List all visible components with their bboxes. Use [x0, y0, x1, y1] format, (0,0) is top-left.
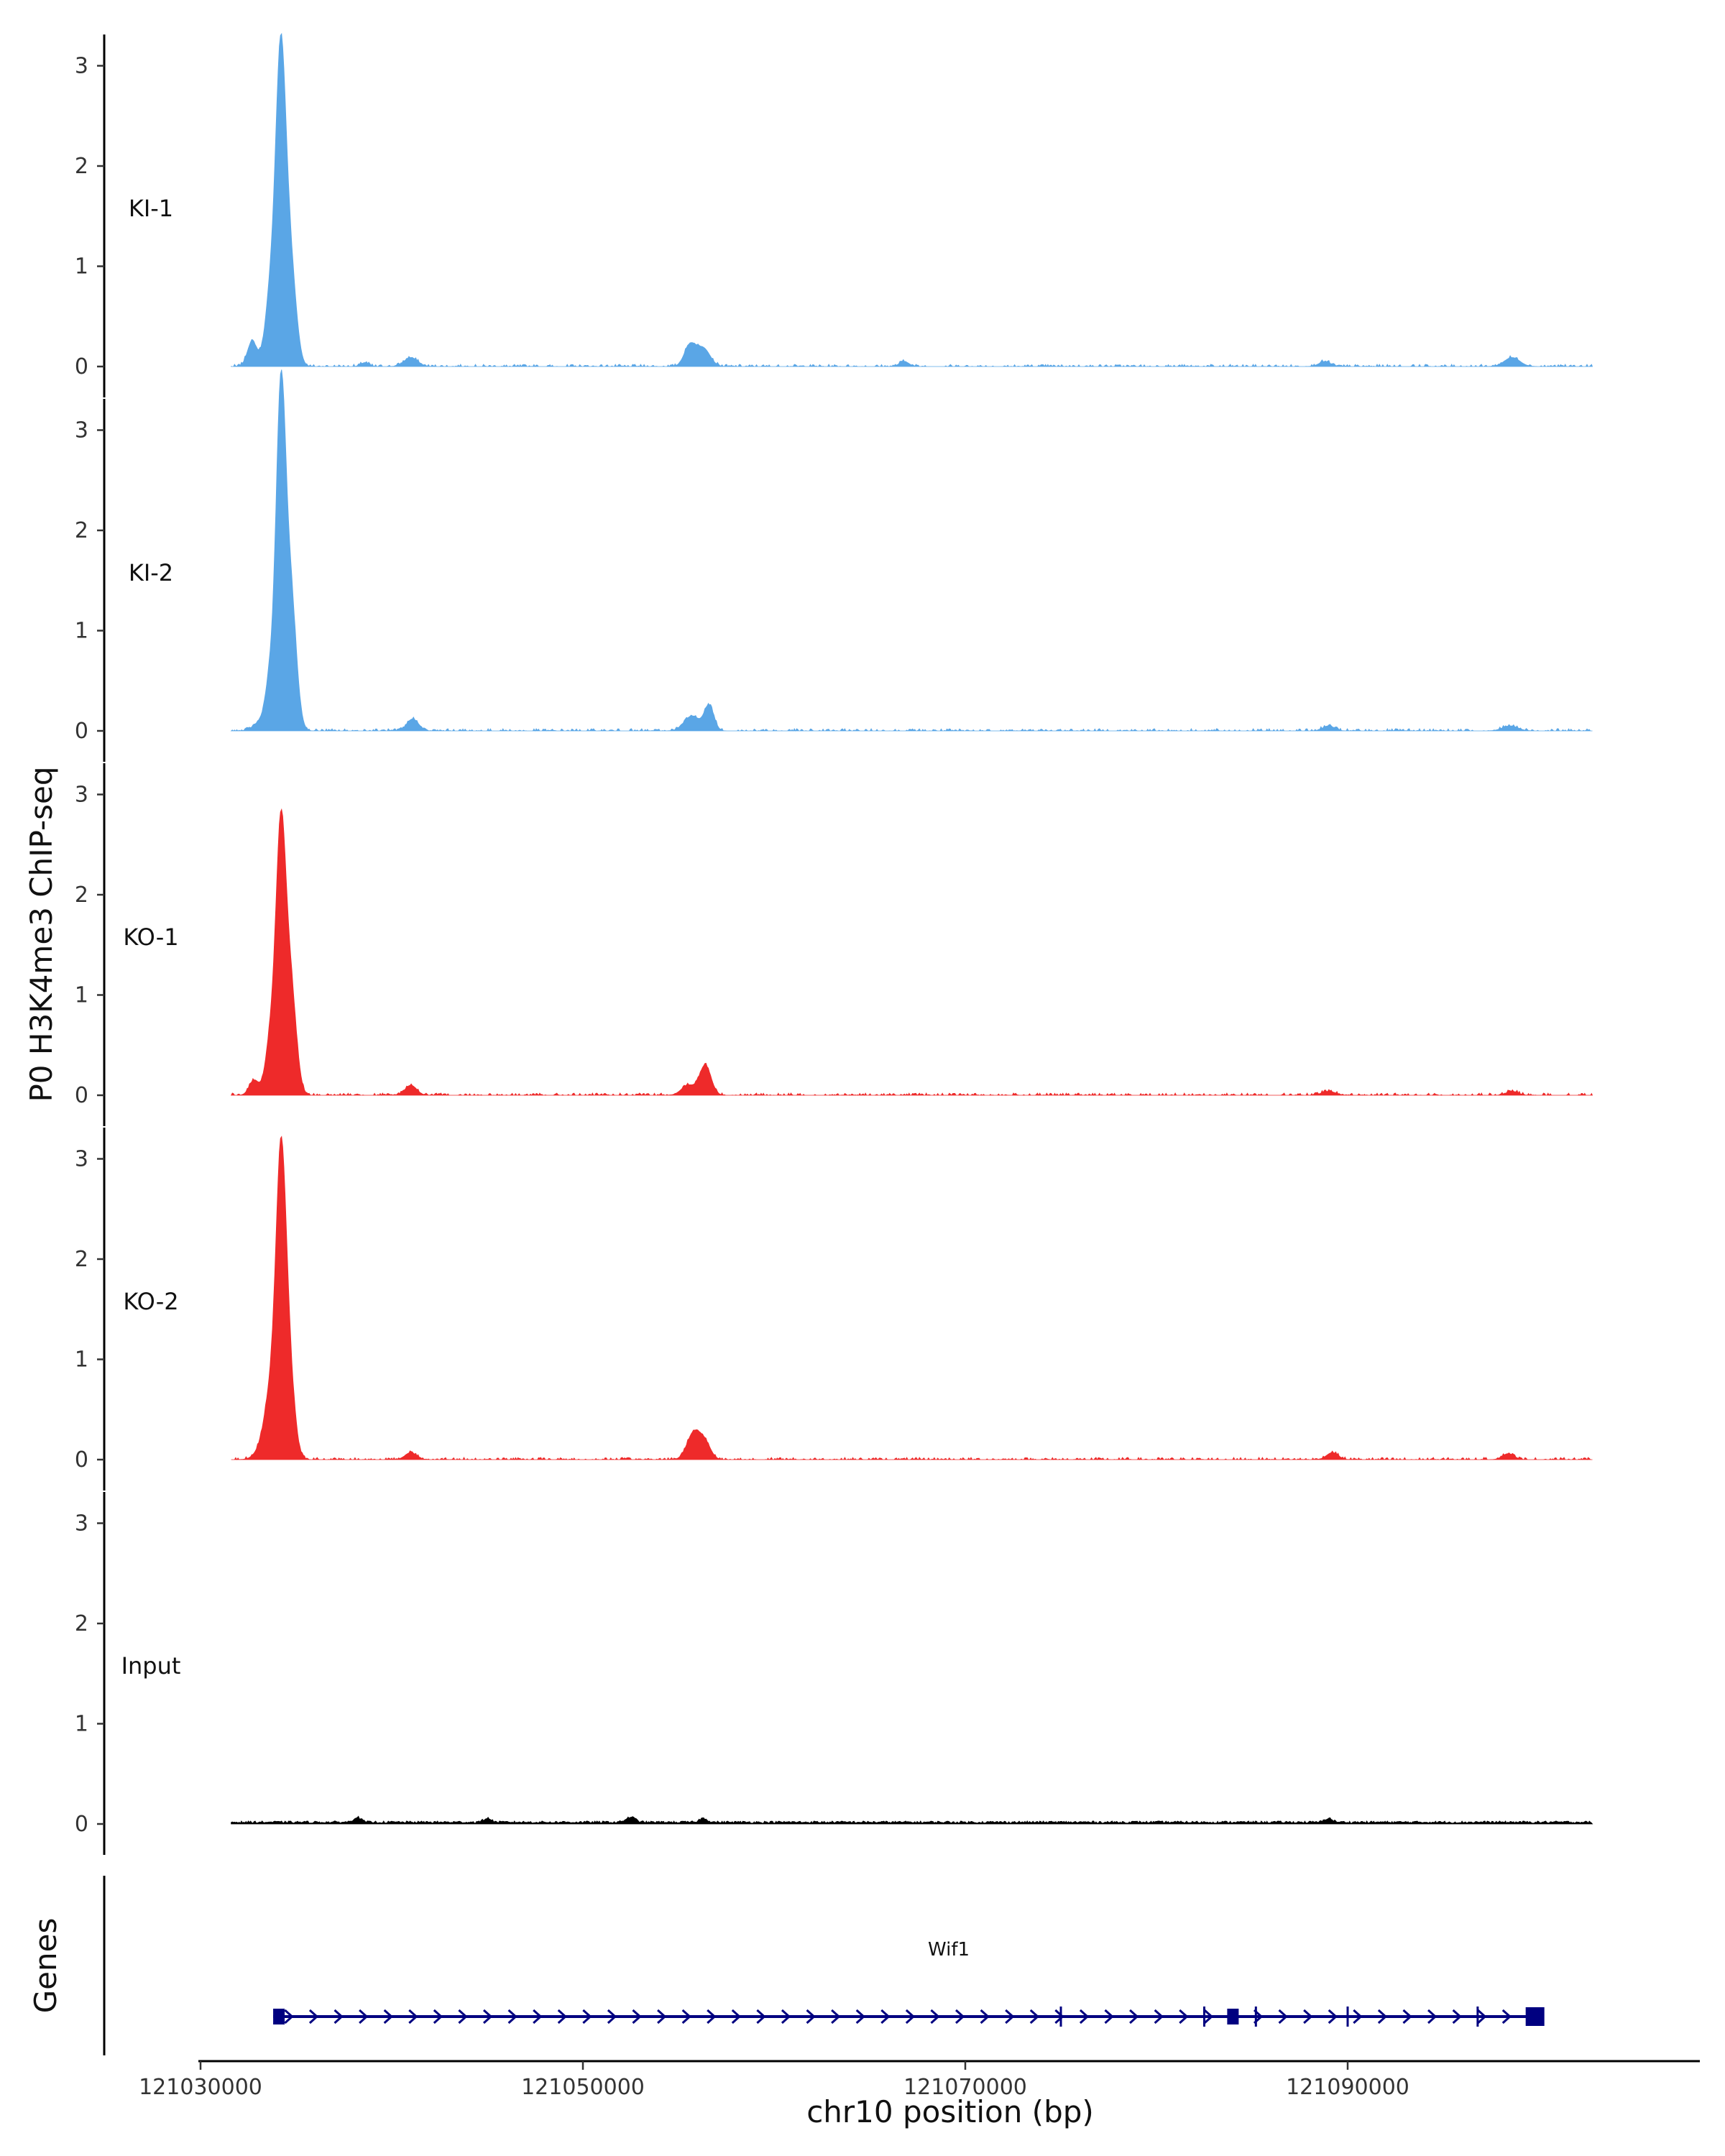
strand-chevron	[1029, 2009, 1040, 2024]
strand-chevron	[806, 2009, 816, 2024]
y-tick-label: 0	[75, 719, 88, 744]
track-ki-1: 0 1 2 3 KI-1	[75, 32, 1593, 397]
strand-chevron	[855, 2009, 865, 2024]
strand-chevron	[284, 2009, 294, 2024]
track-ko-1: 0 1 2 3 KO-1	[75, 763, 1593, 1126]
strand-chevron	[334, 2009, 344, 2024]
track-ki-2: 0 1 2 3 KI-2	[75, 369, 1593, 762]
y-tick-label: 0	[75, 1447, 88, 1473]
y-tick-label: 0	[75, 1083, 88, 1108]
strand-chevron	[1303, 2009, 1313, 2024]
x-tick-label: 121030000	[139, 2075, 262, 2100]
strand-chevron	[905, 2009, 916, 2024]
y-tick-label: 2	[75, 518, 88, 543]
strand-chevron	[1079, 2009, 1090, 2024]
strand-chevron	[980, 2009, 990, 2024]
y-tick-label: 0	[75, 354, 88, 379]
track-input: 0 1 2 3 Input	[75, 1492, 1593, 1855]
strand-chevron	[359, 2009, 369, 2024]
x-tick-label: 121050000	[521, 2075, 645, 2100]
exon-block	[1227, 2009, 1239, 2024]
strand-chevron	[1154, 2009, 1164, 2024]
strand-chevron	[880, 2009, 891, 2024]
signal-tracks: 0 1 2 3 KI-1 0 1 2 3 KI-2 0 1 2 3 KO-1 0 1 2 3 KO-2 0 1 2 3 Inpu…	[75, 32, 1593, 1855]
strand-chevron	[1353, 2009, 1363, 2024]
track-label-ko-2: KO-2	[123, 1288, 178, 1315]
y-tick-label: 3	[75, 1511, 88, 1537]
track-ko-2: 0 1 2 3 KO-2	[75, 1128, 1593, 1491]
strand-chevron	[1427, 2009, 1438, 2024]
strand-chevron	[1179, 2009, 1189, 2024]
y-tick-label: 1	[75, 983, 88, 1008]
track-label-ki-1: KI-1	[129, 195, 173, 222]
y-tick-label: 1	[75, 1348, 88, 1373]
strand-chevron	[1203, 2009, 1214, 2024]
track-label-input: Input	[121, 1652, 181, 1680]
y-axis-title: P0 H3K4me3 ChIP-seq	[24, 766, 59, 1102]
y-tick-label: 3	[75, 418, 88, 443]
strand-chevron	[582, 2009, 592, 2024]
strand-chevron	[383, 2009, 393, 2024]
y-tick-label: 3	[75, 54, 88, 79]
y-tick-label: 3	[75, 783, 88, 808]
genes-panel: Genes Wif1	[28, 1876, 1545, 2055]
y-tick-label: 1	[75, 619, 88, 644]
y-tick-label: 3	[75, 1147, 88, 1172]
y-tick-label: 1	[75, 1712, 88, 1737]
strand-chevron	[1054, 2009, 1064, 2024]
x-tick-label: 121070000	[903, 2075, 1027, 2100]
gene-label: Wif1	[928, 1939, 970, 1961]
y-tick-label: 2	[75, 1247, 88, 1272]
strand-chevron	[308, 2009, 319, 2024]
strand-chevron	[1402, 2009, 1412, 2024]
strand-chevron	[607, 2009, 617, 2024]
signal-area-ki-1	[231, 32, 1593, 367]
strand-chevron	[1104, 2009, 1114, 2024]
strand-chevron	[1129, 2009, 1139, 2024]
strand-chevron	[1501, 2009, 1512, 2024]
exon-block	[273, 2009, 285, 2024]
strand-chevron	[707, 2009, 717, 2024]
y-tick-label: 2	[75, 154, 88, 179]
strand-chevron	[657, 2009, 667, 2024]
y-tick-label: 1	[75, 254, 88, 280]
track-label-ki-2: KI-2	[129, 559, 173, 586]
signal-area-ko-1	[230, 808, 1593, 1096]
strand-chevron	[756, 2009, 766, 2024]
genes-panel-title: Genes	[28, 1918, 63, 2014]
strand-chevron	[1005, 2009, 1015, 2024]
x-axis-title: chr10 position (bp)	[806, 2094, 1094, 2129]
strand-chevron	[1477, 2009, 1487, 2024]
strand-chevron	[731, 2009, 742, 2024]
strand-chevron	[433, 2009, 443, 2024]
signal-area-ko-2	[231, 1135, 1593, 1460]
exon-block	[1525, 2007, 1545, 2026]
x-axis: 121030000 121050000 121070000 121090000	[139, 2060, 1700, 2100]
strand-chevron	[632, 2009, 642, 2024]
strand-chevron	[1377, 2009, 1388, 2024]
strand-chevron	[557, 2009, 567, 2024]
strand-chevron	[831, 2009, 841, 2024]
track-label-ko-1: KO-1	[123, 923, 178, 951]
strand-chevron	[681, 2009, 691, 2024]
strand-chevron	[482, 2009, 493, 2024]
y-tick-label: 0	[75, 1812, 88, 1837]
strand-chevron	[1452, 2009, 1462, 2024]
strand-chevron	[408, 2009, 418, 2024]
signal-area-input	[231, 1815, 1593, 1825]
strand-chevron	[955, 2009, 965, 2024]
strand-chevron	[507, 2009, 518, 2024]
strand-chevron	[1278, 2009, 1288, 2024]
y-axis-title-group: P0 H3K4me3 ChIP-seq	[24, 766, 59, 1102]
x-tick-label: 121090000	[1286, 2075, 1409, 2100]
strand-chevron	[458, 2009, 468, 2024]
y-tick-label: 2	[75, 883, 88, 908]
strand-chevron	[1328, 2009, 1338, 2024]
signal-area-ki-2	[230, 369, 1593, 732]
strand-chevron	[930, 2009, 940, 2024]
strand-chevron	[781, 2009, 791, 2024]
y-tick-label: 2	[75, 1611, 88, 1636]
strand-chevron	[533, 2009, 543, 2024]
